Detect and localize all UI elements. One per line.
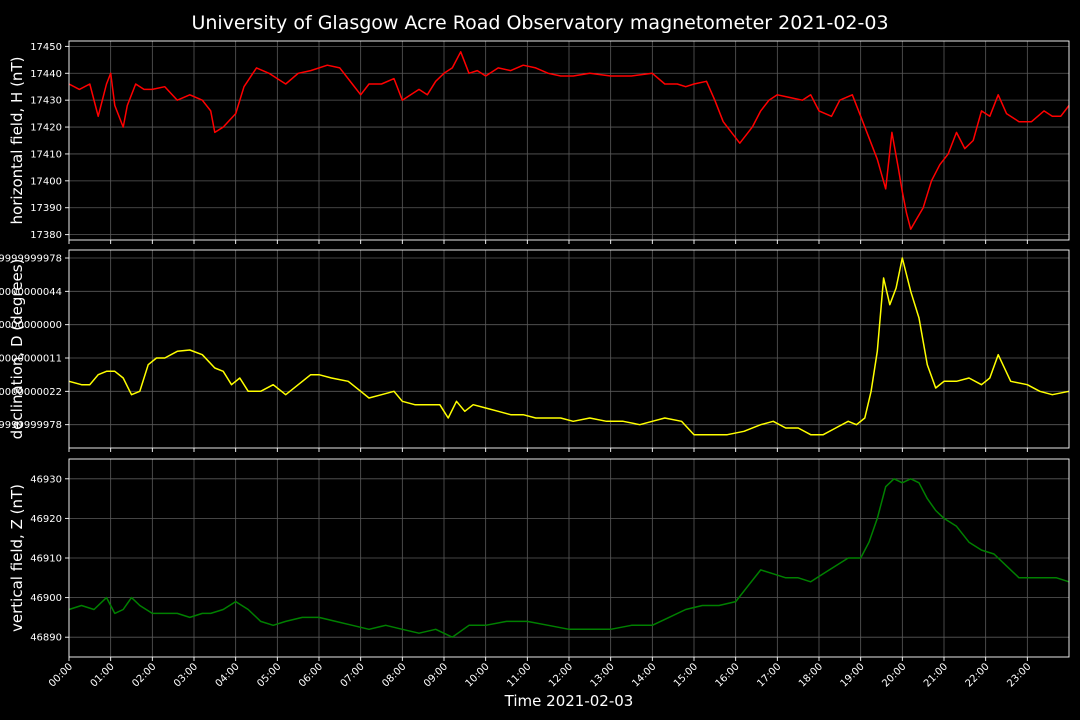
y-axis-label-z: vertical field, Z (nT)	[8, 484, 26, 632]
y-tick-label: 0.450000000000000011	[0, 354, 62, 365]
y-tick-label: 0.599999999999999978	[0, 254, 62, 265]
series-line-z	[68, 478, 1070, 638]
y-axis-label-h: horizontal field, H (nT)	[8, 57, 26, 225]
y-tick-label: 46890	[30, 633, 62, 644]
y-tick-label: 17430	[30, 96, 62, 107]
y-tick-label: 0.400000000000000022	[0, 387, 62, 398]
y-tick-label: 17420	[30, 123, 62, 134]
series-line-d	[68, 257, 1070, 436]
panel-frame	[68, 40, 1070, 241]
y-tick-label: 0.500000000000000000	[0, 320, 62, 331]
y-tick-label: 46930	[30, 474, 62, 485]
panel-frame	[68, 249, 1070, 449]
y-tick-label: 17380	[30, 230, 62, 241]
panel-frame	[68, 458, 1070, 658]
y-tick-label: 17450	[30, 42, 62, 53]
y-axis-label-d: declination, D (degrees)	[8, 259, 26, 440]
y-tick-label: 46920	[30, 514, 62, 525]
panel-h: 17380 17390 17400 17410 17420 17430 17440 17450…	[8, 40, 1070, 244]
series-line-h	[68, 51, 1070, 230]
y-tick-label: 17390	[30, 203, 62, 214]
chart-title: University of Glasgow Acre Road Observat…	[191, 12, 888, 34]
y-tick-label: 46900	[30, 593, 62, 604]
y-tick-label: 17410	[30, 149, 62, 160]
panel-d: 0.349999999999999978 0.400000000000000022…	[0, 249, 1070, 452]
y-tick-label: 0.349999999999999978	[0, 420, 62, 431]
y-tick-label: 17400	[30, 176, 62, 187]
y-tick-label: 0.550000000000000044	[0, 287, 62, 298]
y-tick-label: 17440	[30, 69, 62, 80]
y-tick-label: 46910	[30, 554, 62, 565]
x-axis-label: Time 2021-02-03	[504, 692, 634, 710]
